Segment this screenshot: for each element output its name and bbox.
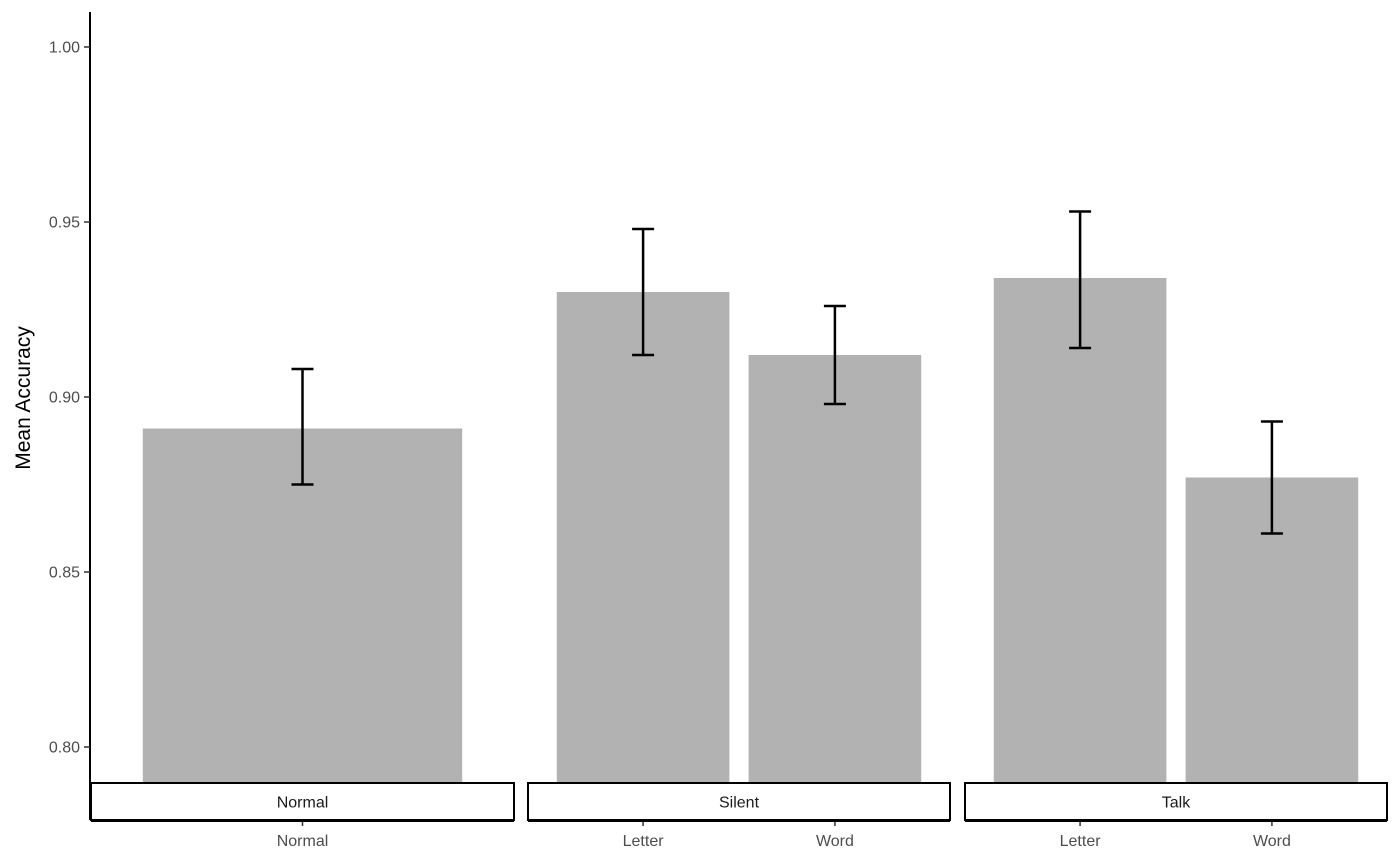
bar <box>556 292 730 782</box>
y-axis-title: Mean Accuracy <box>12 326 35 470</box>
facet-strip-label: Normal <box>277 795 329 812</box>
x-tick-label: Word <box>816 833 854 850</box>
facet-panel-normal: Normal Normal <box>90 367 515 850</box>
y-axis: 0.80 0.85 0.90 0.95 1.00 <box>49 12 91 820</box>
y-tick-label: 0.95 <box>49 215 80 232</box>
bar <box>993 278 1167 782</box>
facet-panel-silent: Letter Word Silent <box>527 227 951 850</box>
x-tick-label: Normal <box>277 833 329 850</box>
x-tick-label: Word <box>1253 833 1291 850</box>
facet-strip-label: Talk <box>1162 795 1191 812</box>
facet-strip-label: Silent <box>719 795 760 812</box>
x-tick-label: Letter <box>1060 833 1102 850</box>
bar <box>142 428 463 782</box>
y-tick-label: 0.80 <box>49 740 80 757</box>
facet-panels: Normal Normal Letter Word Silent Letter Word Ta… <box>90 210 1388 850</box>
y-tick-label: 1.00 <box>49 40 80 57</box>
x-tick-label: Letter <box>623 833 665 850</box>
bar <box>748 355 922 782</box>
y-tick-label: 0.90 <box>49 390 80 407</box>
y-tick-label: 0.85 <box>49 565 80 582</box>
facet-strip <box>90 782 515 821</box>
facet-panel-talk: Letter Word Talk <box>964 210 1388 850</box>
